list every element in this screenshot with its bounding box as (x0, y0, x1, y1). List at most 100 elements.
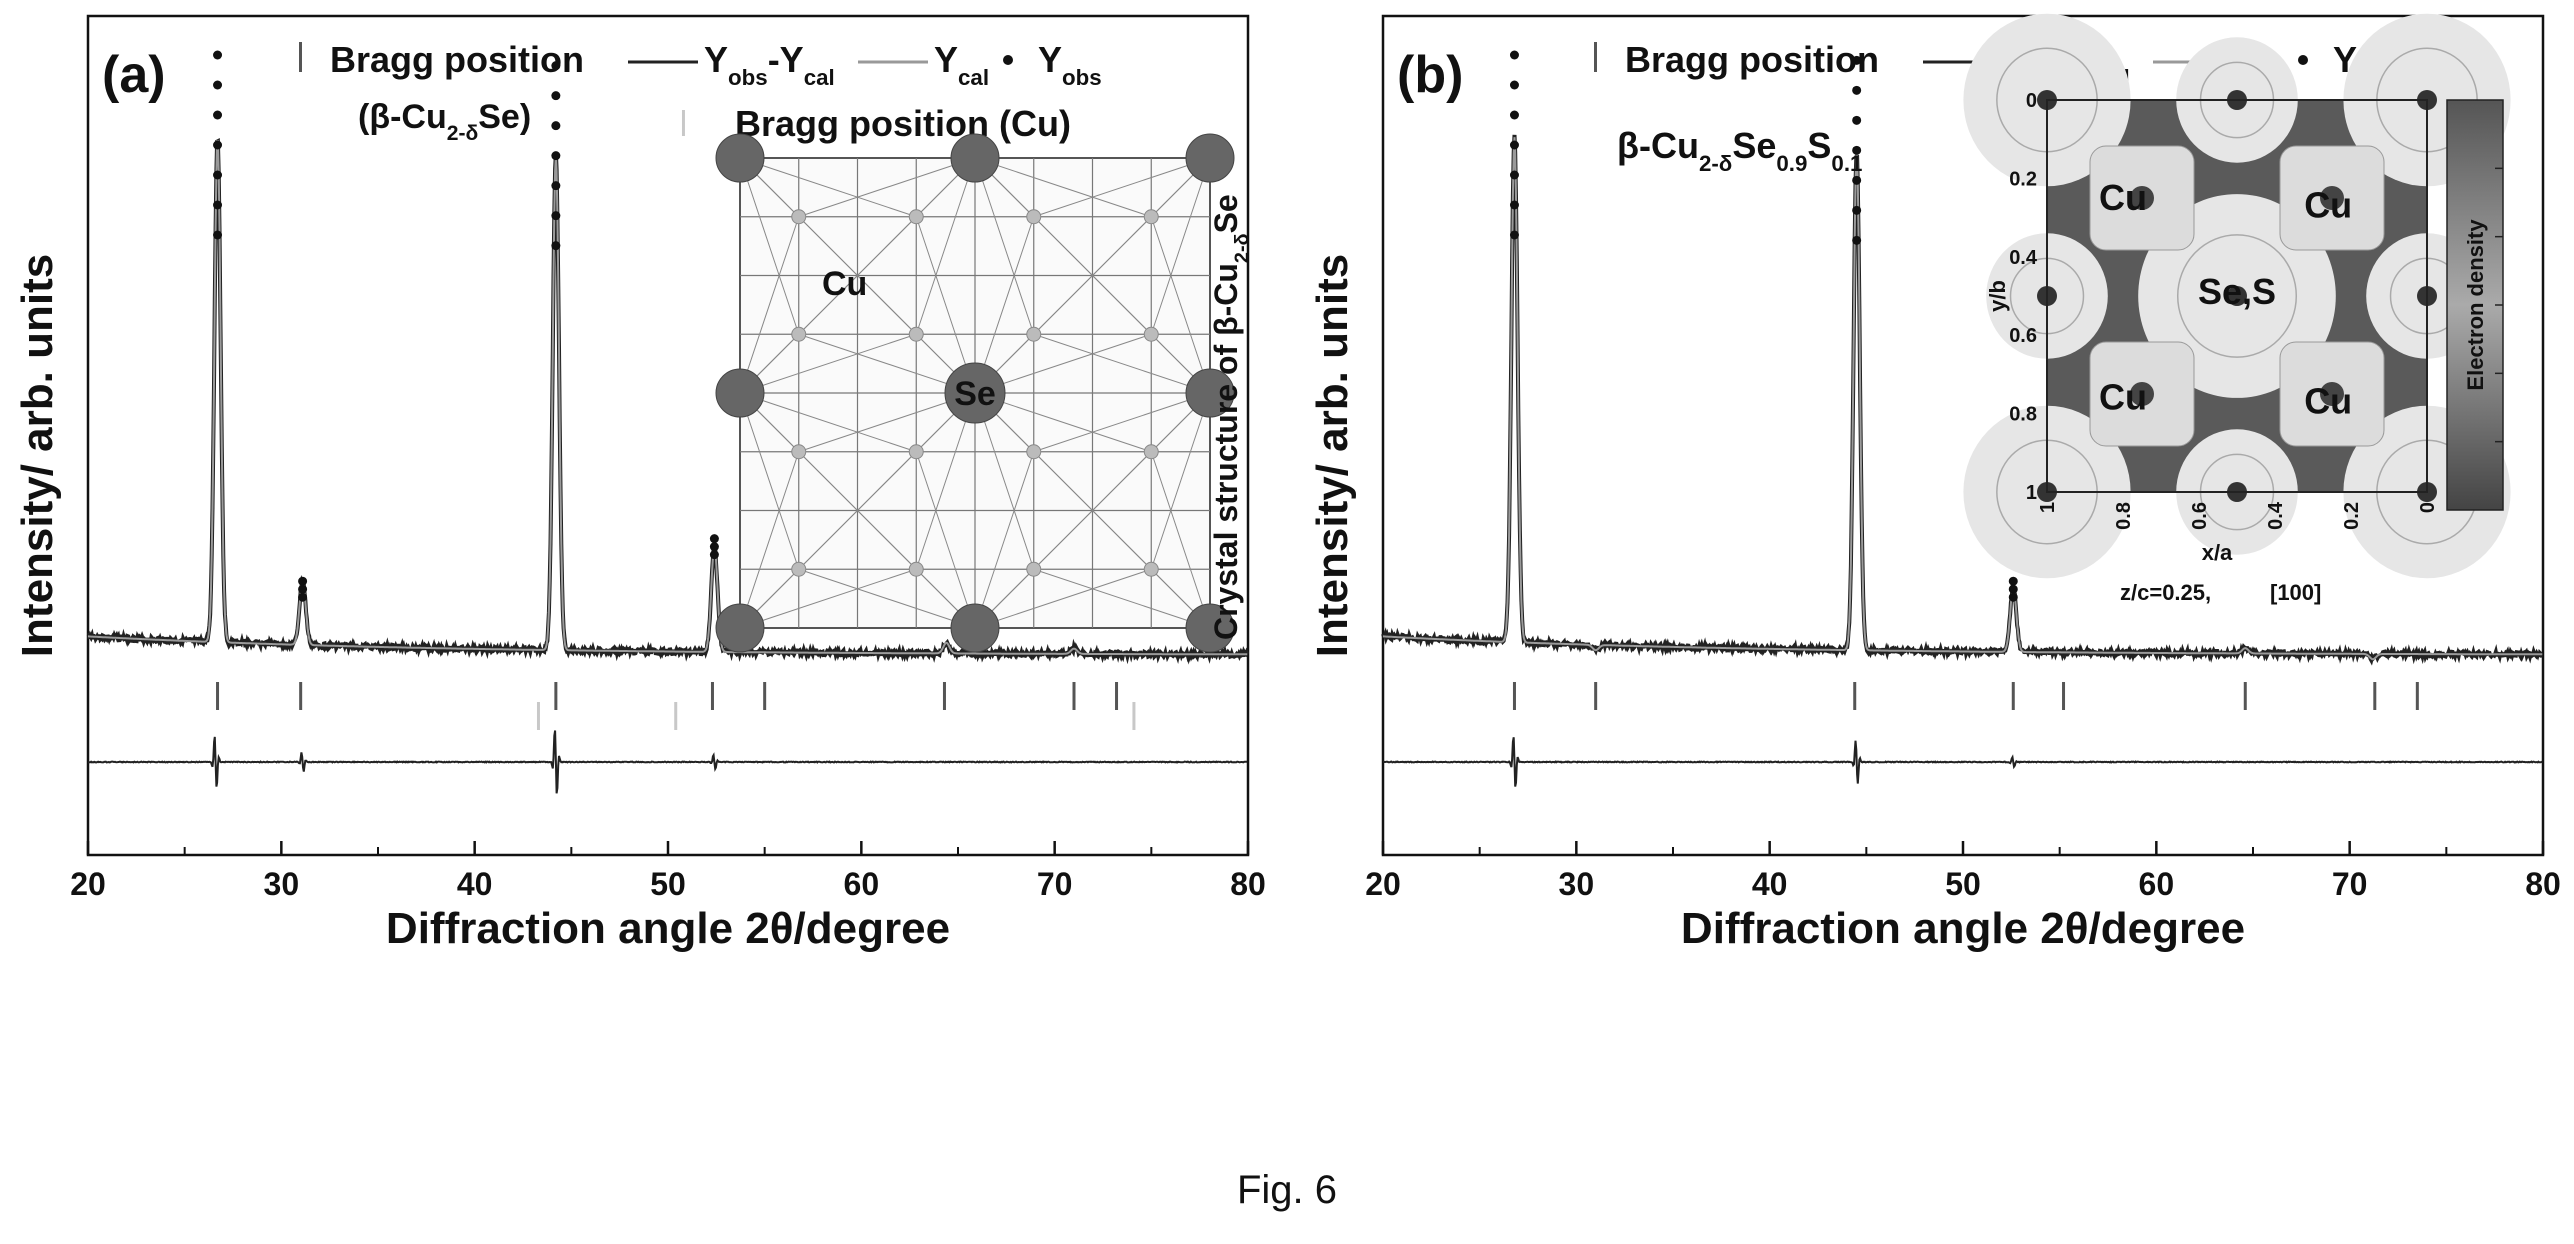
legend-label-diff: Yobs-Ycal (704, 39, 835, 90)
yobs-point (213, 110, 223, 120)
yobs-point (1852, 175, 1862, 185)
crystal-bond (739, 157, 917, 218)
bragg-tick (2011, 682, 2015, 710)
legend-bragg-marker (1594, 42, 1597, 72)
yobs-point (551, 91, 561, 101)
x-tick-label: 60 (2139, 866, 2175, 902)
yobs-point (1509, 200, 1519, 210)
se-atom (715, 603, 765, 653)
inset-x-tick: 0.6 (2189, 502, 2211, 530)
bragg-tick (2415, 682, 2419, 710)
yobs-point (1509, 170, 1519, 180)
density-peak (2320, 186, 2344, 210)
density-peak (2227, 286, 2247, 306)
x-tick-label: 30 (1559, 866, 1595, 902)
yobs-point (1852, 205, 1862, 215)
bragg-tick (299, 682, 303, 710)
cu-atom (791, 209, 807, 225)
crystal-bond (739, 392, 917, 453)
electron-density-inset: Cu Cu Se,S Cu Cu 1 0.8 0.6 0.4 0.2 0 0 0.2 0.4 0.6 0.8 1… (1963, 13, 2511, 605)
cu-atom (1026, 561, 1042, 577)
se-atom (950, 603, 1000, 653)
yobs-point (213, 170, 223, 180)
chart-panel-a: 20 30 40 50 60 70 80 Diffraction angle 2θ/degre… (13, 14, 1266, 953)
crystal-bond (798, 568, 976, 629)
ycal-series-line (1383, 137, 2543, 661)
x-tick-label: 20 (70, 866, 106, 902)
bragg-tick (1512, 682, 1516, 710)
crystal-bond (974, 333, 1152, 394)
inset-footer-left: z/c=0.25, (2120, 580, 2211, 605)
x-tick-label: 20 (1365, 866, 1401, 902)
yobs-point (551, 241, 561, 251)
crystal-bond (739, 451, 800, 629)
yobs-point (213, 200, 223, 210)
inset-footer-right: [100] (2270, 580, 2321, 605)
yobs-point (1509, 80, 1519, 90)
bragg-tick (1853, 682, 1857, 710)
yobs-point (1509, 50, 1519, 60)
yobs-point (2008, 592, 2018, 602)
crystal-bond (915, 451, 976, 629)
legend-yobs-marker (2298, 55, 2308, 65)
density-peak (2130, 186, 2154, 210)
site-label: Cu (2304, 381, 2352, 422)
yobs-point (298, 576, 308, 586)
crystal-bond (798, 157, 976, 218)
se-atom (715, 368, 765, 418)
crystal-bond (1033, 333, 1211, 394)
inset-y-label: y/b (1985, 280, 2010, 312)
y-axis-label: Intensity/ arb. units (13, 254, 62, 657)
yobs-point (213, 80, 223, 90)
cu-atom (1026, 444, 1042, 460)
inset-y-tick: 0.6 (2009, 325, 2037, 347)
x-tick-label: 80 (2525, 866, 2561, 902)
yobs-point (1852, 55, 1862, 65)
crystal-bond (974, 392, 1152, 453)
panel-label: (a) (102, 46, 166, 104)
se-atom (944, 362, 1006, 424)
crystal-bond (1033, 568, 1211, 629)
yobs-point (551, 151, 561, 161)
chart-panel-b: 20 30 40 50 60 70 80 Diffraction angle 2θ/degre… (1308, 13, 2561, 953)
se-atom (1185, 603, 1235, 653)
inset-y-tick: 0.4 (2009, 247, 2038, 269)
crystal-bond (798, 333, 976, 394)
se-atom (1185, 368, 1235, 418)
inset-x-tick: 0 (2417, 502, 2439, 513)
legend-sub-label: (β-Cu2-δSe) (358, 98, 531, 145)
yobs-point (298, 584, 308, 594)
bragg-tick (942, 682, 946, 710)
site-label: Cu (2304, 185, 2352, 226)
inset-x-tick: 0.4 (2265, 501, 2287, 530)
cu-atom (791, 561, 807, 577)
x-tick-label: 40 (457, 866, 493, 902)
bragg-tick (1594, 682, 1598, 710)
figure-caption: Fig. 6 (1236, 1168, 1338, 1212)
x-tick-label: 70 (2332, 866, 2368, 902)
crystal-bond (974, 568, 1152, 629)
cu-atom (791, 444, 807, 460)
crystal-bond (915, 157, 976, 335)
cu-atom (1143, 209, 1159, 225)
yobs-point (1852, 145, 1862, 155)
yobs-point (709, 534, 719, 544)
se-atom (1185, 133, 1235, 183)
x-tick-label: 50 (1945, 866, 1981, 902)
inset-y-tick: 1 (2026, 482, 2037, 504)
crystal-bond (974, 157, 1152, 218)
bragg-tick (2062, 682, 2066, 710)
legend-label-bragg: Bragg position (1625, 39, 1879, 80)
bragg-tick (1072, 682, 1076, 710)
cu-atom (1026, 326, 1042, 342)
bragg-tick (1115, 682, 1119, 710)
crystal-bond (739, 216, 800, 394)
density-peak (2320, 382, 2344, 406)
crystal-bond (1150, 157, 1211, 335)
legend-cu-bragg-marker (681, 110, 685, 136)
crystal-bond (974, 392, 1035, 570)
yobs-point (1509, 140, 1519, 150)
inset-x-tick: 1 (2037, 502, 2059, 513)
crystal-bond (1033, 392, 1211, 453)
cu-atom (1143, 326, 1159, 342)
